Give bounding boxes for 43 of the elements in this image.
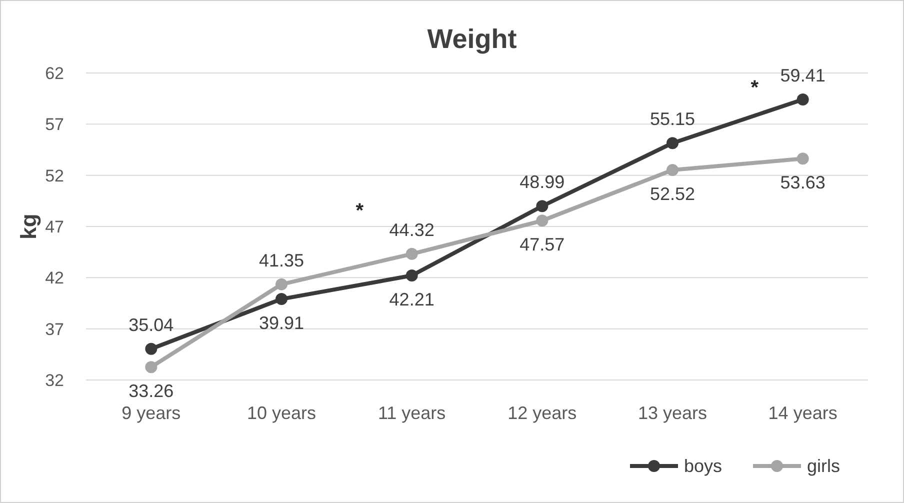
data-label: 44.32 [389, 220, 434, 240]
data-label: 41.35 [258, 250, 304, 270]
point [406, 270, 418, 282]
point [536, 200, 548, 212]
point [536, 214, 548, 227]
point [145, 361, 158, 374]
annotation: * [750, 77, 759, 100]
legend-label: girls [807, 456, 840, 476]
x-tick-label: 11 years [378, 403, 446, 423]
point [666, 137, 678, 150]
y-tick-label: 52 [45, 166, 64, 186]
x-tick-label: 12 years [508, 403, 577, 423]
x-tick-label: 13 years [638, 403, 708, 423]
data-label: 48.99 [520, 172, 565, 192]
legend-label: boys [684, 456, 722, 476]
data-label: 47.57 [520, 234, 565, 255]
x-tick-label: 10 years [246, 403, 316, 423]
data-label: 55.15 [650, 109, 696, 130]
data-label: 35.04 [128, 314, 174, 335]
point [406, 248, 418, 260]
point [276, 278, 288, 290]
point [796, 152, 809, 165]
point [145, 342, 158, 355]
chart-title: Weight [427, 24, 517, 54]
data-label: 39.91 [258, 313, 304, 334]
data-label: 52.52 [650, 184, 696, 204]
y-tick-label: 57 [45, 115, 64, 134]
annotation: * [356, 200, 364, 222]
data-label: 42.21 [389, 290, 434, 310]
y-tick-label: 62 [45, 64, 64, 83]
point [796, 94, 809, 106]
data-label: 33.26 [128, 381, 174, 402]
point [666, 164, 678, 176]
x-tick-label: 9 years [122, 403, 181, 423]
y-tick-label: 47 [45, 218, 64, 236]
data-label: 53.63 [780, 172, 826, 193]
y-tick-label: 32 [45, 371, 64, 390]
y-axis-title: kg [16, 214, 41, 240]
y-tick-label: 42 [45, 268, 64, 288]
y-tick-label: 37 [45, 320, 64, 339]
data-label: 59.41 [780, 66, 826, 86]
point [276, 293, 288, 306]
x-tick-label: 14 years [768, 403, 838, 423]
